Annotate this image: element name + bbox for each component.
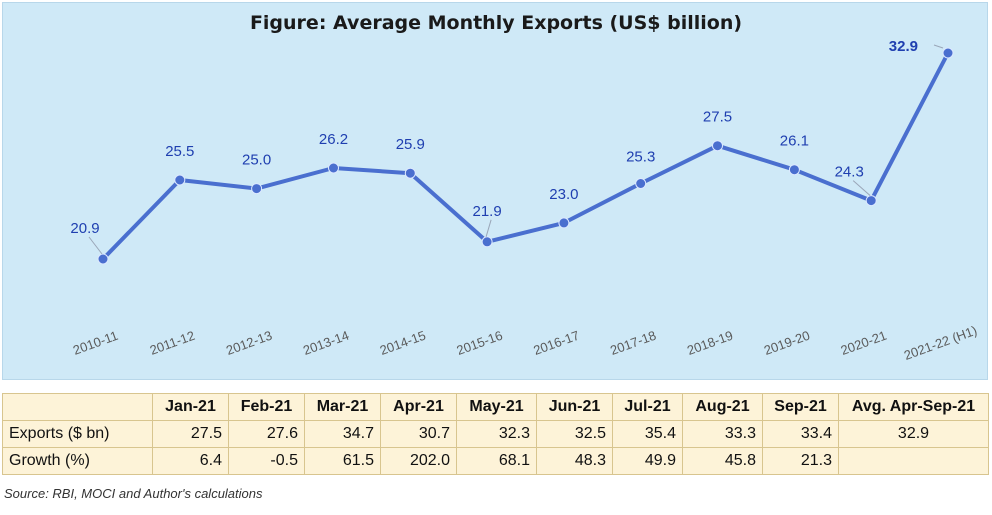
- x-tick-label: 2013-14: [301, 328, 351, 358]
- table-cell: 48.3: [536, 447, 613, 475]
- data-label: 27.5: [703, 109, 732, 126]
- data-point: [788, 164, 800, 176]
- x-tick-label: 2012-13: [224, 328, 274, 358]
- label-leader: [933, 44, 944, 49]
- table-cell: 21.3: [762, 447, 839, 475]
- data-point: [328, 162, 339, 174]
- data-point: [942, 47, 954, 59]
- source-note: Source: RBI, MOCI and Author's calculati…: [4, 486, 263, 501]
- label-leader: [852, 180, 871, 196]
- exports-table: Jan-21 Feb-21 Mar-21 Apr-21 May-21 Jun-21 Jul-…: [2, 393, 989, 475]
- table-row: Exports ($ bn) 27.5 27.6 34.7 30.7 32.3 32.5 35…: [2, 420, 989, 448]
- table-cell: 27.6: [228, 420, 305, 448]
- data-point: [174, 174, 186, 186]
- label-leader: [485, 219, 492, 237]
- table-cell: Aug-21: [682, 393, 763, 421]
- table-cell: 32.9: [838, 420, 989, 448]
- data-point: [481, 236, 493, 248]
- table-cell: 49.9: [612, 447, 683, 475]
- table-cell: 30.7: [380, 420, 457, 448]
- x-tick-label: 2018-19: [685, 328, 735, 358]
- row-header-cell: Exports ($ bn): [2, 420, 153, 448]
- x-tick-label: 2011-12: [148, 328, 197, 358]
- data-point: [635, 178, 647, 189]
- data-point: [865, 195, 877, 207]
- table-row: Growth (%) 6.4 -0.5 61.5 202.0 68.1 48.3 49.9 45…: [2, 447, 989, 475]
- table-cell: 61.5: [304, 447, 381, 475]
- line-chart: Figure: Average Monthly Exports (US$ bil…: [70, 12, 979, 363]
- table-cell: 32.5: [536, 420, 613, 448]
- table-cell: 33.4: [762, 420, 839, 448]
- data-label: 25.3: [626, 149, 655, 166]
- table-cell: 34.7: [304, 420, 381, 448]
- table-cell: 27.5: [152, 420, 229, 448]
- table-cell: 35.4: [612, 420, 683, 448]
- data-label: 25.9: [396, 136, 425, 153]
- data-label: 26.2: [319, 131, 348, 148]
- table-cell: 6.4: [152, 447, 229, 475]
- row-header-cell: Growth (%): [2, 447, 153, 475]
- table-cell: 33.3: [682, 420, 763, 448]
- data-label: 20.9: [70, 220, 99, 237]
- data-label: 25.5: [165, 143, 194, 160]
- table-cell: 68.1: [456, 447, 537, 475]
- table-cell: Mar-21: [304, 393, 381, 421]
- data-label: 21.9: [472, 203, 501, 220]
- chart-panel: Figure: Average Monthly Exports (US$ bil…: [2, 2, 988, 380]
- x-tick-label: 2021-22 (H1): [902, 323, 979, 363]
- data-label: 25.0: [242, 152, 271, 169]
- table-cell: Jun-21: [536, 393, 613, 421]
- x-tick-label: 2020-21: [839, 328, 889, 358]
- table-cell: 202.0: [380, 447, 457, 475]
- data-label: 26.1: [780, 133, 809, 150]
- table-cell: -0.5: [228, 447, 305, 475]
- table-cell: 32.3: [456, 420, 537, 448]
- data-label: 32.9: [889, 38, 918, 55]
- table-cell: [838, 447, 989, 475]
- x-tick-label: 2014-15: [378, 328, 428, 358]
- table-cell: May-21: [456, 393, 537, 421]
- label-leader: [88, 236, 103, 255]
- table-cell: Avg. Apr-Sep-21: [838, 393, 989, 421]
- data-point: [404, 167, 416, 179]
- x-tick-label: 2015-16: [455, 328, 505, 358]
- table-cell: Sep-21: [762, 393, 839, 421]
- data-point: [712, 140, 723, 152]
- x-tick-label: 2019-20: [762, 328, 812, 358]
- row-header-cell: [2, 393, 153, 421]
- x-tick-label: 2017-18: [608, 328, 658, 358]
- data-label: 24.3: [835, 164, 864, 181]
- data-point: [558, 217, 570, 229]
- data-point: [251, 183, 263, 195]
- data-point: [97, 253, 109, 265]
- table-header-row: Jan-21 Feb-21 Mar-21 Apr-21 May-21 Jun-21 Jul-…: [2, 393, 989, 421]
- table-cell: Jul-21: [612, 393, 683, 421]
- series-line: [101, 52, 950, 261]
- table-cell: Apr-21: [380, 393, 457, 421]
- data-label: 23.0: [549, 186, 578, 203]
- x-tick-label: 2016-17: [531, 328, 581, 358]
- chart-title: Figure: Average Monthly Exports (US$ bil…: [250, 12, 742, 34]
- x-tick-label: 2010-11: [71, 328, 120, 358]
- table-cell: 45.8: [682, 447, 763, 475]
- table-cell: Jan-21: [152, 393, 229, 421]
- table-cell: Feb-21: [228, 393, 305, 421]
